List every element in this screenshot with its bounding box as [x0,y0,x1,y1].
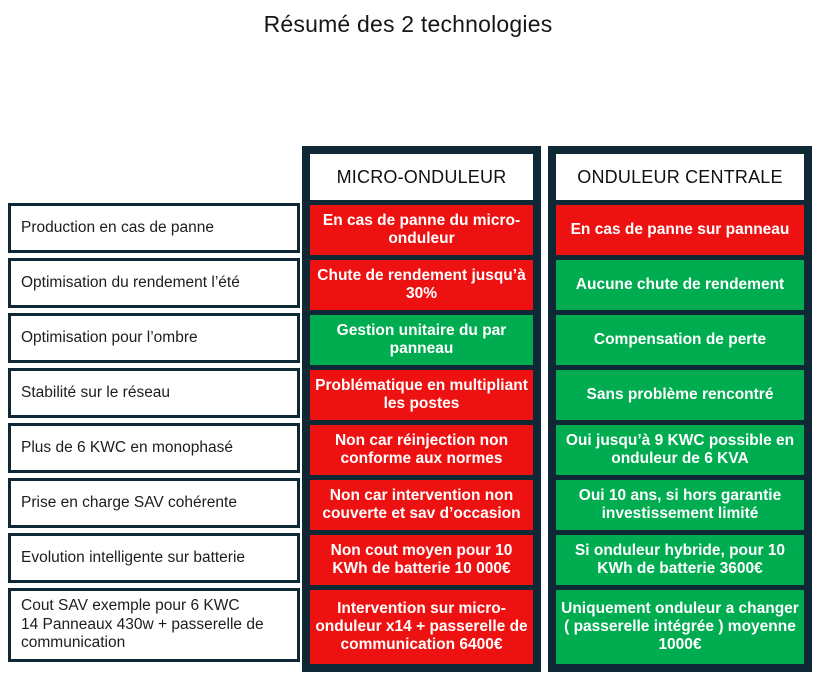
onduleur-centrale-header: ONDULEUR CENTRALE [556,154,804,200]
micro-onduleur-column: MICRO-ONDULEUR En cas de panne du micro-… [302,146,541,672]
micro-cell: Gestion unitaire du par panneau [310,315,533,365]
centrale-cell: Compensation de perte [556,315,804,365]
row-label: Plus de 6 KWC en monophasé [8,423,300,473]
row-label: Prise en charge SAV cohérente [8,478,300,528]
centrale-cell: Sans problème rencontré [556,370,804,420]
row-label: Production en cas de panne [8,203,300,253]
row-label: Cout SAV exemple pour 6 KWC 14 Panneaux … [8,588,300,662]
micro-cell: Non car intervention non couverte et sav… [310,480,533,530]
centrale-cell: Oui 10 ans, si hors garantie investissem… [556,480,804,530]
micro-cell: Chute de rendement jusqu’à 30% [310,260,533,310]
row-label: Stabilité sur le réseau [8,368,300,418]
micro-cell: Non car réinjection non conforme aux nor… [310,425,533,475]
micro-cell: Problématique en multipliant les postes [310,370,533,420]
micro-cell: Intervention sur micro-onduleur x14 + pa… [310,590,533,664]
row-label: Optimisation pour l’ombre [8,313,300,363]
row-labels: Production en cas de panne Optimisation d… [8,203,300,667]
centrale-cell: Uniquement onduleur a changer ( passerel… [556,590,804,664]
micro-cells: En cas de panne du micro-onduleur Chute d… [310,205,533,664]
centrale-cells: En cas de panne sur panneau Aucune chute … [556,205,804,664]
page-title: Résumé des 2 technologies [263,11,553,37]
row-label: Evolution intelligente sur batterie [8,533,300,583]
centrale-cell: Si onduleur hybride, pour 10 KWh de batt… [556,535,804,585]
onduleur-centrale-column: ONDULEUR CENTRALE En cas de panne sur pa… [548,146,812,672]
micro-onduleur-header: MICRO-ONDULEUR [310,154,533,200]
row-label: Optimisation du rendement l’été [8,258,300,308]
micro-cell: En cas de panne du micro-onduleur [310,205,533,255]
micro-cell: Non cout moyen pour 10 KWh de batterie 1… [310,535,533,585]
centrale-cell: En cas de panne sur panneau [556,205,804,255]
centrale-cell: Oui jusqu’à 9 KWC possible en onduleur d… [556,425,804,475]
centrale-cell: Aucune chute de rendement [556,260,804,310]
